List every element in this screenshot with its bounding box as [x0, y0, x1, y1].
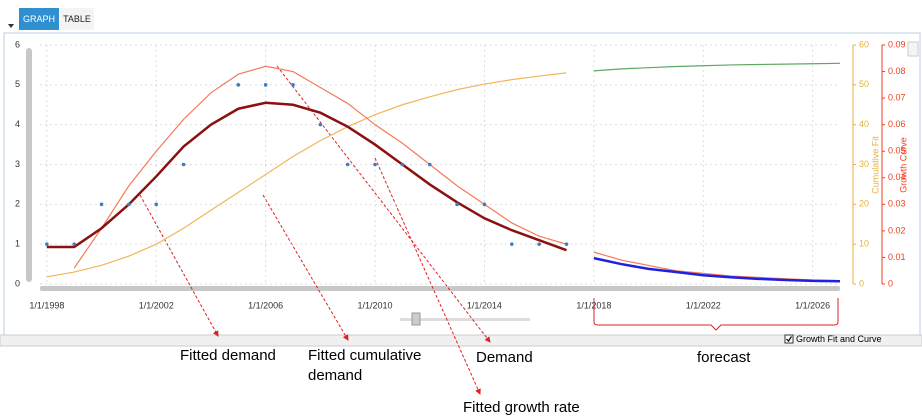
arrow [276, 65, 491, 343]
data-point [291, 83, 295, 87]
y-tick-label: 10 [859, 239, 869, 249]
axis-title: Cumulative Fit [870, 136, 880, 194]
side-button[interactable] [907, 41, 919, 57]
data-point [427, 162, 432, 167]
arrow [139, 194, 219, 337]
checkmark [786, 336, 792, 342]
annotation: Fitted growth rate [463, 399, 580, 416]
forecast-bracket [593, 298, 839, 331]
data-point [72, 242, 76, 246]
series-line [46, 72, 567, 278]
tab[interactable]: GRAPH [19, 8, 59, 30]
y-tick-label: 0.02 [888, 225, 906, 235]
y-tick-label: 1 [15, 239, 20, 249]
data-point [45, 242, 49, 246]
data-point [236, 83, 241, 87]
x-tick-label: 1/1/2014 [467, 300, 502, 310]
axis-title: Growth Curve [898, 137, 908, 193]
y-tick-label: 0.04 [888, 172, 906, 182]
annotation: forecast [697, 349, 751, 366]
h-scrollbar[interactable] [40, 286, 840, 291]
y-tick-label: 30 [859, 159, 869, 169]
y-tick-label: 0.05 [888, 146, 906, 156]
y-tick-label: 0.01 [888, 252, 906, 262]
y-tick-label: 0.09 [888, 39, 906, 49]
dropdown-icon[interactable] [8, 24, 14, 28]
data-point [373, 162, 377, 167]
annotation: Fitted demand [180, 347, 276, 364]
y-tick-label: 50 [859, 79, 869, 89]
y-tick-label: 0 [859, 278, 864, 288]
annotation: Fitted cumulative demand [308, 347, 422, 384]
checkbox-label[interactable]: Growth Fit and Curve [796, 334, 882, 344]
x-tick-label: 1/1/2002 [139, 300, 174, 310]
y-tick-label: 0.03 [888, 199, 906, 209]
v-scrollbar[interactable] [26, 48, 32, 282]
data-point [345, 162, 350, 167]
y-tick-label: 0.06 [888, 119, 906, 129]
slider-track [400, 318, 530, 321]
data-point [509, 242, 514, 246]
y-tick-label: 20 [859, 199, 869, 209]
data-point [127, 202, 131, 207]
data-point [154, 202, 159, 207]
x-tick-label: 1/1/2006 [248, 300, 283, 310]
data-point [318, 122, 323, 127]
data-point [537, 242, 541, 246]
x-tick-label: 1/1/2026 [795, 300, 830, 310]
x-tick-label: 1/1/2010 [358, 300, 393, 310]
tab[interactable]: TABLE [60, 8, 94, 30]
annotation-arrows [139, 65, 491, 395]
data-point [181, 162, 186, 167]
series-line [593, 62, 841, 72]
data-point [263, 83, 268, 87]
y-tick-label: 5 [15, 79, 20, 89]
y-tick-label: 0.08 [888, 66, 906, 76]
data-point [99, 202, 104, 207]
series-line [593, 256, 841, 283]
y-tick-label: 3 [15, 159, 20, 169]
panel [3, 32, 921, 336]
x-tick-label: 1/1/1998 [29, 300, 64, 310]
status-bar [0, 334, 922, 347]
x-tick-label: 1/1/2022 [686, 300, 721, 310]
checkbox[interactable] [784, 334, 794, 344]
data-point [564, 242, 569, 246]
x-tick-label: 1/1/2018 [576, 300, 611, 310]
arrow [262, 194, 349, 341]
y-tick-label: 40 [859, 119, 869, 129]
y-tick-label: 0 [15, 278, 20, 288]
data-point [455, 202, 459, 207]
annotation: Demand [476, 349, 533, 366]
y-tick-label: 6 [15, 39, 20, 49]
y-tick-label: 4 [15, 119, 20, 129]
slider-thumb[interactable] [411, 312, 421, 326]
y-tick-label: 60 [859, 39, 869, 49]
y-tick-label: 0.07 [888, 92, 906, 102]
data-point [400, 162, 405, 167]
y-tick-label: 0 [888, 278, 893, 288]
series-line [46, 101, 567, 252]
arrow [374, 157, 481, 395]
y-tick-label: 2 [15, 199, 20, 209]
data-point [482, 202, 487, 207]
